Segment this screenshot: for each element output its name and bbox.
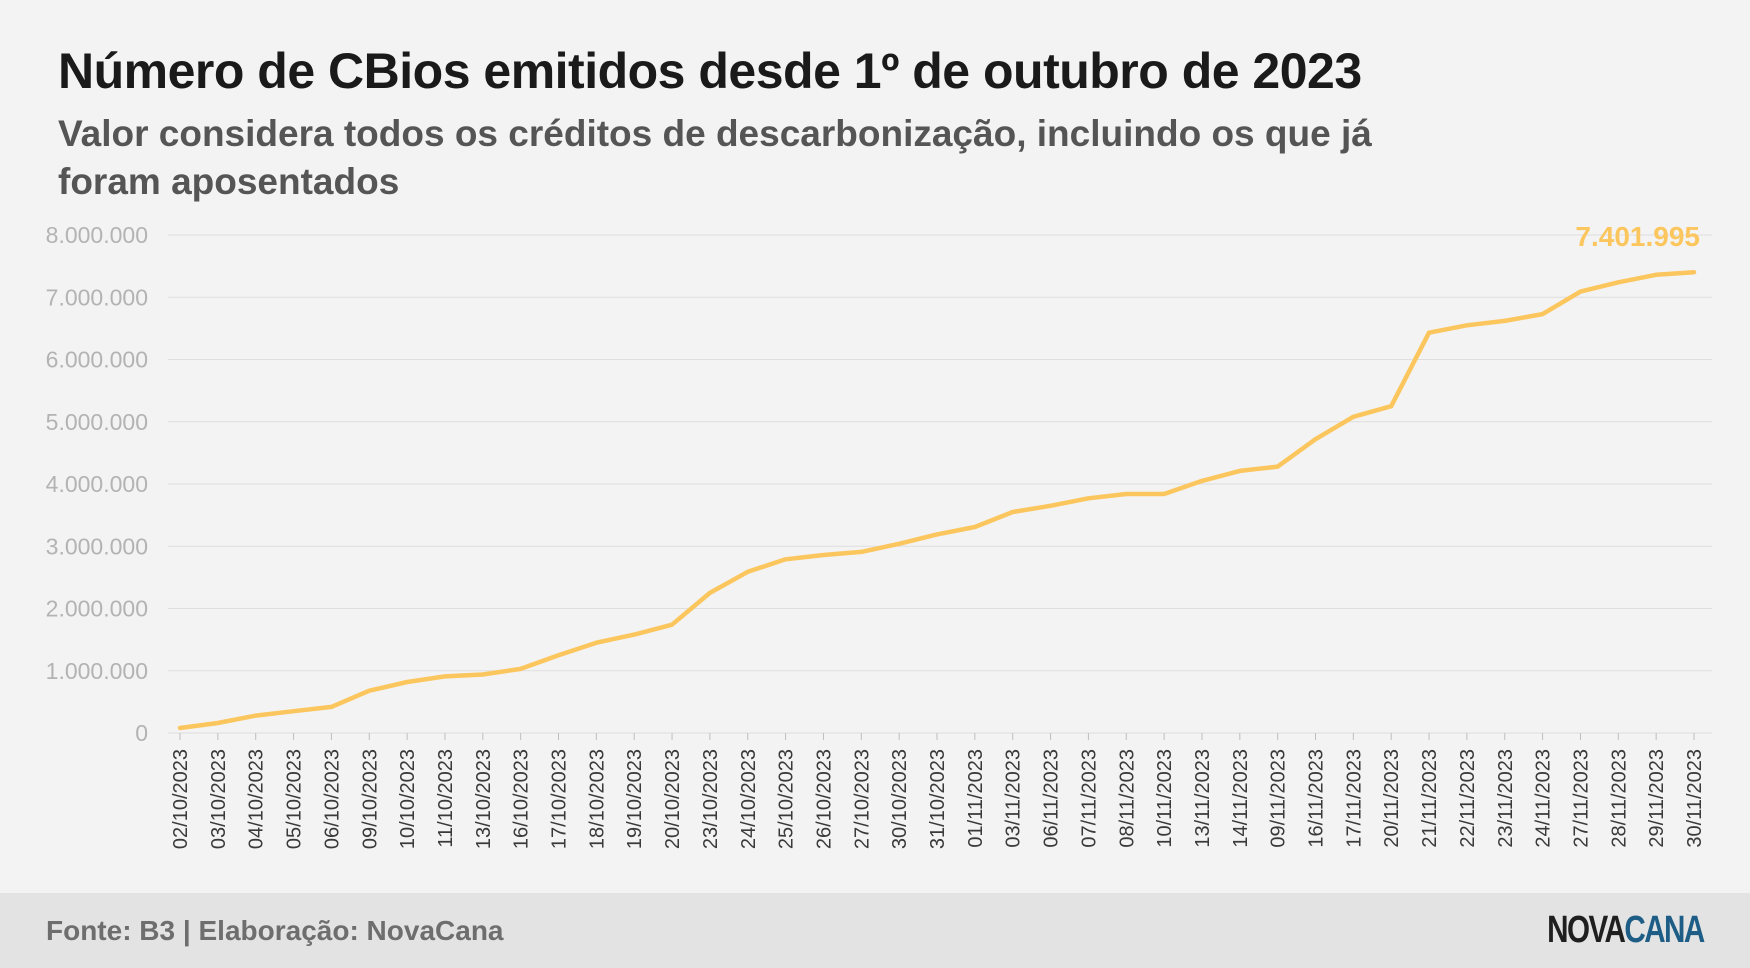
data-point	[480, 672, 485, 677]
data-point	[1389, 404, 1394, 409]
data-point	[1010, 510, 1015, 515]
data-point	[1692, 270, 1696, 275]
x-tick-label: 24/10/2023	[738, 749, 760, 849]
x-tick-label: 01/11/2023	[965, 749, 987, 848]
data-point	[405, 679, 410, 684]
x-tick-label: 08/11/2023	[1116, 749, 1138, 848]
data-point	[253, 713, 258, 718]
data-point	[670, 622, 675, 627]
x-tick-label: 19/10/2023	[624, 749, 646, 849]
data-point	[1540, 312, 1545, 317]
data-point	[1162, 491, 1167, 496]
y-tick-label: 6.000.000	[46, 347, 148, 373]
data-point	[1578, 289, 1583, 294]
x-tick-label: 21/11/2023	[1419, 749, 1441, 848]
y-tick-label: 0	[135, 720, 148, 746]
x-tick-label: 17/10/2023	[549, 749, 571, 849]
data-point	[821, 552, 826, 557]
data-point	[1351, 414, 1356, 419]
x-tick-label: 26/10/2023	[813, 749, 835, 849]
data-point	[1048, 503, 1053, 508]
y-tick-label: 7.000.000	[46, 284, 148, 310]
data-point	[745, 569, 750, 574]
y-tick-label: 8.000.000	[46, 222, 148, 248]
data-point	[1464, 323, 1469, 328]
x-tick-label: 13/11/2023	[1192, 749, 1214, 848]
x-tick-label: 05/10/2023	[284, 749, 306, 849]
data-point	[1124, 491, 1129, 496]
x-tick-label: 06/11/2023	[1041, 749, 1063, 848]
x-tick-label: 29/11/2023	[1646, 749, 1668, 848]
x-tick-label: 09/11/2023	[1268, 749, 1290, 848]
x-tick-label: 27/11/2023	[1570, 749, 1592, 848]
data-point	[594, 640, 599, 645]
x-tick-label: 13/10/2023	[473, 749, 495, 849]
line-chart: 0 1.000.000 2.000.000 3.000.000 4.000.000 5.0…	[46, 221, 1712, 849]
data-point	[367, 688, 372, 693]
data-point	[935, 532, 939, 537]
footer-bar: Fonte: B3 | Elaboração: NovaCana NOVACAN…	[0, 893, 1750, 968]
x-tick-label: 10/11/2023	[1154, 749, 1176, 848]
source-note: Fonte: B3 | Elaboração: NovaCana	[46, 915, 504, 946]
x-tick-label: 20/11/2023	[1381, 749, 1403, 848]
y-tick-label: 5.000.000	[46, 409, 148, 435]
y-tick-label: 2.000.000	[46, 596, 148, 622]
data-point	[1313, 437, 1318, 442]
data-point	[556, 653, 561, 658]
x-tick-label: 31/10/2023	[927, 749, 949, 849]
x-tick-label: 23/11/2023	[1495, 749, 1517, 848]
data-point	[1654, 272, 1659, 277]
data-point	[859, 549, 864, 554]
x-tick-label: 03/10/2023	[208, 749, 230, 849]
data-point	[1237, 468, 1242, 473]
data-point	[972, 524, 977, 529]
x-tick-label: 30/11/2023	[1684, 749, 1706, 848]
x-tick-label: 23/10/2023	[700, 749, 722, 849]
y-tick-label: 4.000.000	[46, 471, 148, 497]
chart-subtitle: Valor considera todos os créditos de des…	[58, 113, 1372, 202]
x-tick-label: 02/10/2023	[170, 749, 192, 849]
x-tick-label: 16/11/2023	[1306, 749, 1328, 848]
x-tick-label: 24/11/2023	[1533, 749, 1555, 848]
last-value-label: 7.401.995	[1575, 221, 1700, 252]
x-tick-label: 11/10/2023	[435, 749, 457, 848]
x-tick-label: 22/11/2023	[1457, 749, 1479, 848]
y-tick-label: 3.000.000	[46, 533, 148, 559]
x-tick-label: 14/11/2023	[1230, 749, 1252, 848]
data-point	[897, 541, 902, 546]
data-point	[518, 666, 523, 671]
x-tick-label: 25/10/2023	[776, 749, 798, 849]
chart-title: Número de CBios emitidos desde 1º de out…	[58, 43, 1362, 99]
x-tick-label: 30/10/2023	[889, 749, 911, 849]
x-tick-label: 28/11/2023	[1608, 749, 1630, 848]
data-point	[1427, 330, 1432, 335]
data-point	[1502, 318, 1507, 323]
data-point	[1616, 280, 1621, 285]
x-tick-label: 03/11/2023	[1003, 749, 1025, 848]
x-tick-label: 10/10/2023	[397, 749, 419, 849]
novacana-logo: NOVACANA	[1547, 909, 1705, 951]
x-tick-label: 17/11/2023	[1343, 749, 1365, 848]
x-tick-label: 07/11/2023	[1078, 749, 1100, 848]
series-line	[177, 269, 1697, 731]
x-tick-label: 18/10/2023	[586, 749, 608, 849]
data-point	[442, 674, 447, 679]
x-tick-label: 20/10/2023	[662, 749, 684, 849]
x-tick-label: 04/10/2023	[246, 749, 268, 849]
data-point	[707, 590, 712, 595]
x-tick-label: 09/10/2023	[359, 749, 381, 849]
data-point	[783, 557, 788, 562]
data-point	[1275, 464, 1280, 469]
y-tick-label: 1.000.000	[46, 658, 148, 684]
x-tick-label: 27/10/2023	[851, 749, 873, 849]
data-point	[1086, 496, 1091, 501]
x-tick-label: 16/10/2023	[511, 749, 533, 849]
data-point	[291, 709, 296, 714]
data-point	[178, 726, 182, 731]
data-point	[215, 721, 220, 726]
data-point	[1199, 478, 1204, 483]
x-tick-label: 06/10/2023	[321, 749, 343, 849]
data-point	[632, 632, 637, 637]
data-point	[329, 704, 334, 709]
